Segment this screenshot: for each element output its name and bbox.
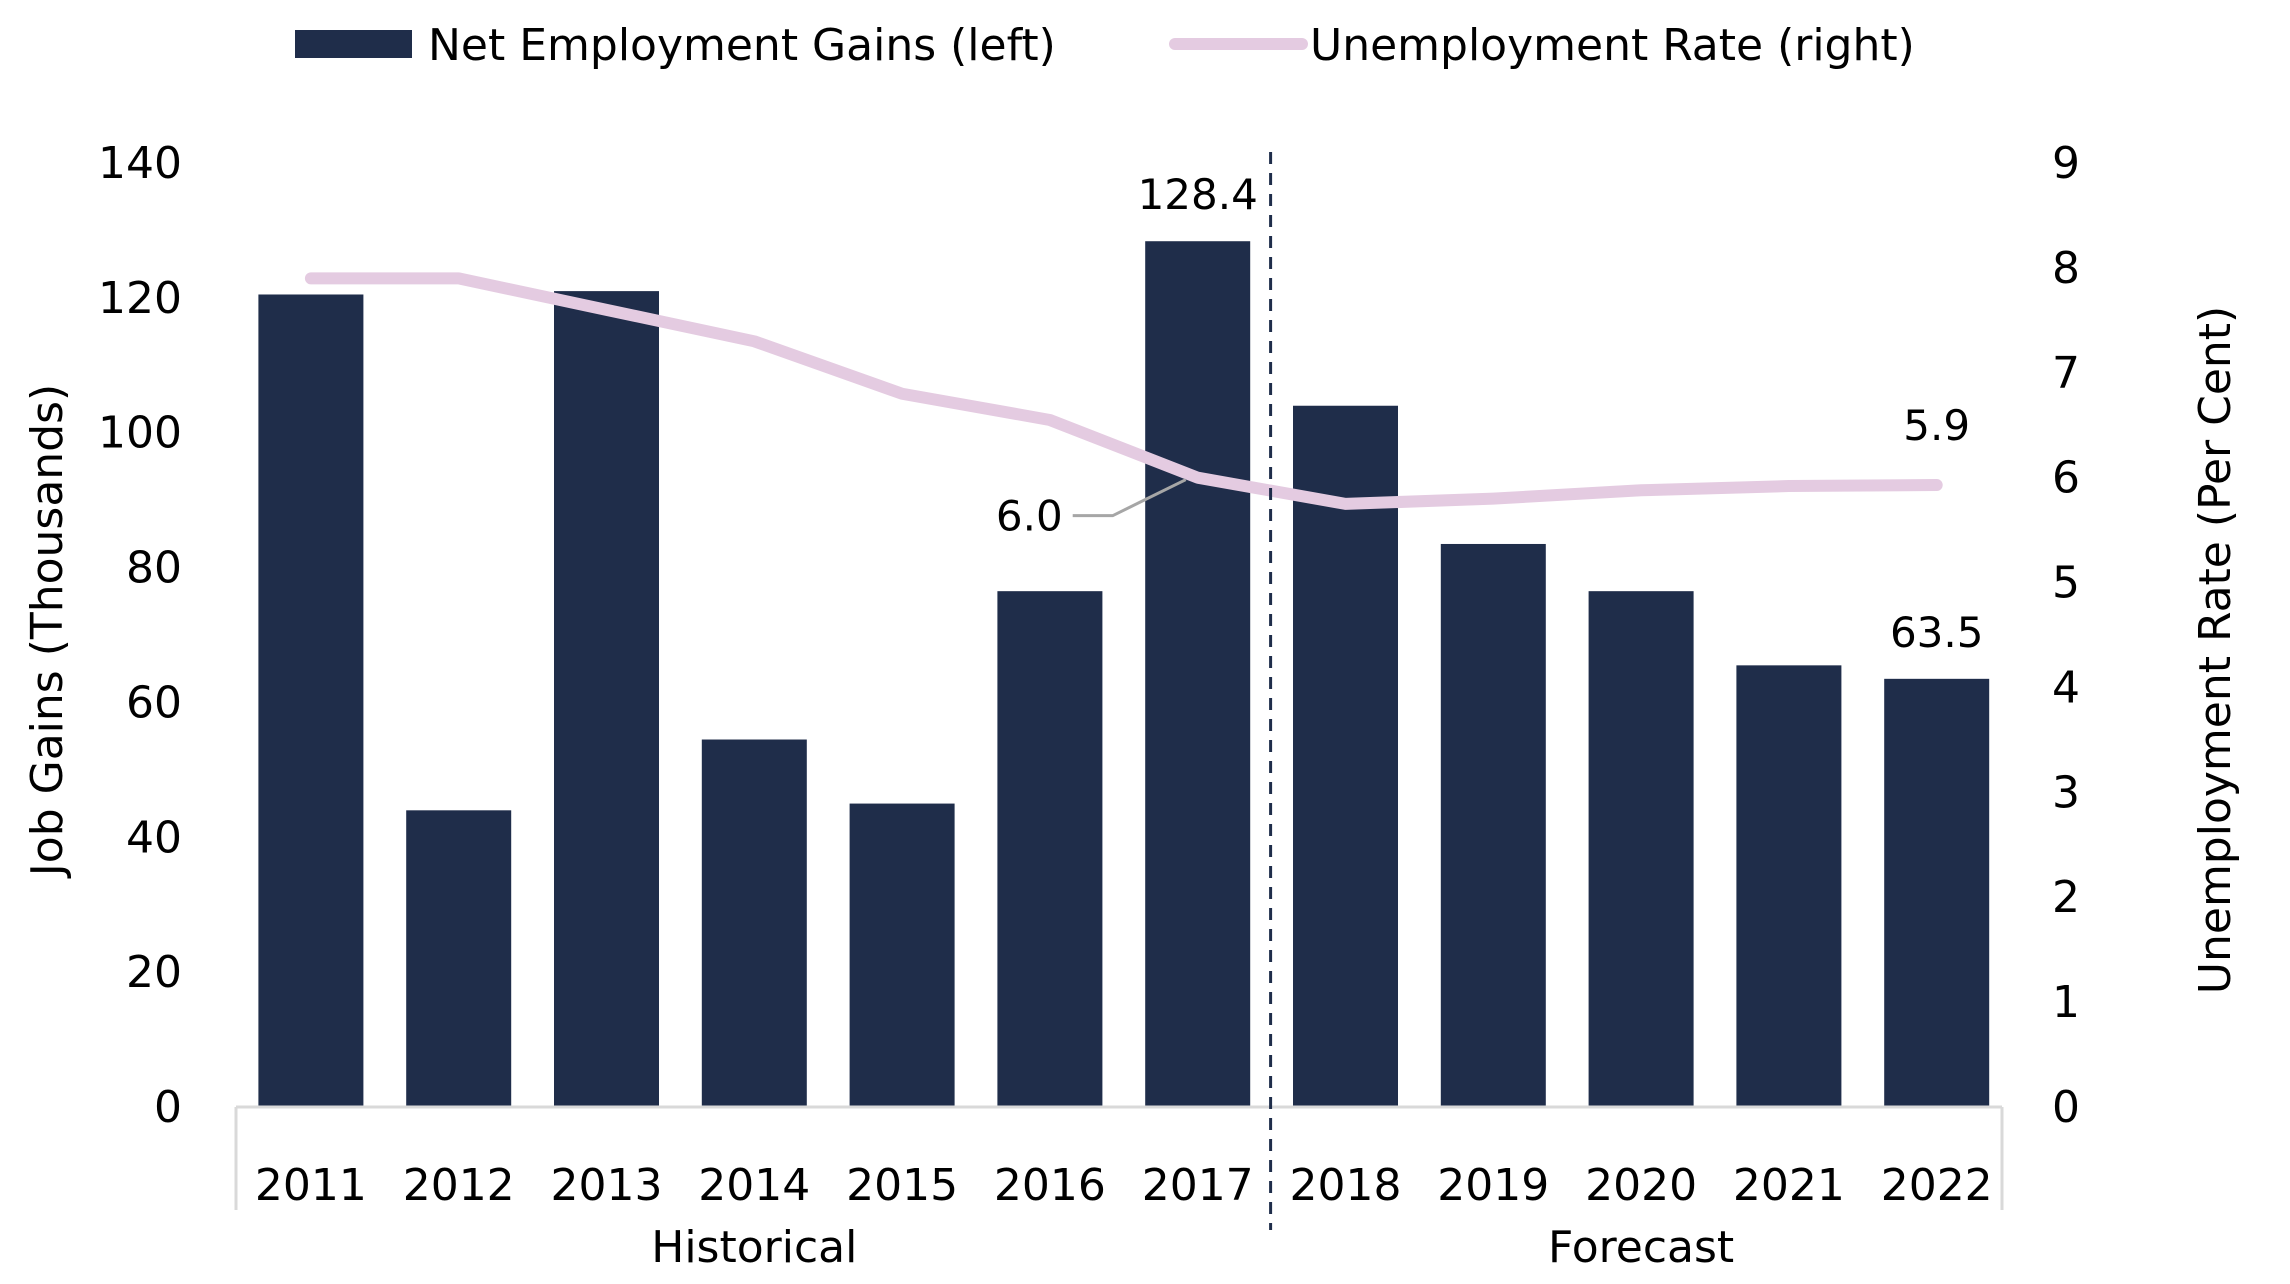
x-tick-label-2013: 2013: [551, 1160, 663, 1211]
group-label-historical: Historical: [651, 1222, 857, 1273]
right-tick-label: 2: [2052, 872, 2080, 923]
bar-2011: [258, 294, 364, 1107]
x-axis: [234, 1105, 2004, 1210]
callout-leader-2017: [1072, 478, 1187, 518]
x-axis-ticks: 2011 2012 2013 2014 2015 2016 2017 2018 2019 2020…: [255, 1160, 1993, 1211]
bar-2013: [554, 291, 659, 1108]
x-tick-label-2021: 2021: [1733, 1160, 1845, 1211]
left-tick-label: 80: [126, 543, 182, 594]
right-tick-label: 9: [2052, 138, 2080, 189]
x-tick-label-2017: 2017: [1142, 1160, 1254, 1211]
right-tick-label: 7: [2052, 348, 2080, 399]
x-tick-label-2014: 2014: [698, 1160, 810, 1211]
bar-2015: [849, 803, 955, 1107]
left-tick-label: 100: [98, 408, 182, 459]
left-axis-ticks: 0 20 40 60 80 100 120 140: [98, 138, 182, 1133]
line-series: [304, 272, 1943, 510]
right-axis-ticks: 0 1 2 3 4 5 6 7 8 9: [2052, 138, 2080, 1133]
x-tick-label-2016: 2016: [994, 1160, 1106, 1211]
right-tick-label: 8: [2052, 243, 2080, 294]
right-tick-label: 3: [2052, 767, 2080, 818]
bar-2012: [406, 810, 512, 1107]
bar-2021: [1736, 665, 1842, 1107]
left-tick-label: 140: [98, 138, 182, 189]
line-value-label-2022: 5.9: [1903, 401, 1970, 450]
group-label-forecast: Forecast: [1548, 1222, 1734, 1273]
left-tick-label: 120: [98, 273, 182, 324]
x-tick-label-2019: 2019: [1437, 1160, 1549, 1211]
left-tick-label: 20: [126, 947, 182, 998]
bar-value-label-2017: 128.4: [1138, 170, 1258, 219]
data-labels: 128.4 63.5 6.0 5.9: [996, 170, 1984, 657]
left-tick-label: 0: [154, 1082, 182, 1133]
x-tick-label-2020: 2020: [1585, 1160, 1697, 1211]
bar-2014: [701, 739, 807, 1107]
right-tick-label: 6: [2052, 453, 2080, 504]
bar-series: [258, 241, 1990, 1108]
legend-label-net-employment-gains: Net Employment Gains (left): [428, 20, 1056, 71]
right-tick-label: 1: [2052, 977, 2080, 1028]
left-tick-label: 40: [126, 812, 182, 863]
line-value-label-2017: 6.0: [996, 492, 1063, 541]
bar-2022: [1884, 678, 1990, 1107]
x-tick-label-2011: 2011: [255, 1160, 367, 1211]
left-axis-title: Job Gains (Thousands): [22, 384, 73, 879]
bar-2018: [1293, 405, 1398, 1107]
x-tick-label-2012: 2012: [403, 1160, 515, 1211]
bar-2017: [1145, 241, 1251, 1107]
bar-2019: [1440, 543, 1546, 1107]
period-groups: Historical Forecast: [651, 152, 1734, 1273]
legend: Net Employment Gains (left) Unemployment…: [295, 20, 1915, 71]
right-tick-label: 0: [2052, 1082, 2080, 1133]
bar-value-label-2022: 63.5: [1890, 608, 1984, 657]
right-axis-title: Unemployment Rate (Per Cent): [2190, 306, 2241, 994]
x-tick-label-2022: 2022: [1881, 1160, 1993, 1211]
right-tick-label: 4: [2052, 662, 2080, 713]
legend-label-unemployment-rate: Unemployment Rate (right): [1310, 20, 1915, 71]
left-tick-label: 60: [126, 677, 182, 728]
bar-2020: [1588, 591, 1694, 1107]
legend-swatch-net-employment-gains: [295, 30, 412, 58]
x-tick-label-2018: 2018: [1290, 1160, 1402, 1211]
unemployment-rate-line: [304, 272, 1943, 510]
right-tick-label: 5: [2052, 558, 2080, 609]
x-tick-label-2015: 2015: [846, 1160, 958, 1211]
bar-2016: [997, 591, 1103, 1107]
